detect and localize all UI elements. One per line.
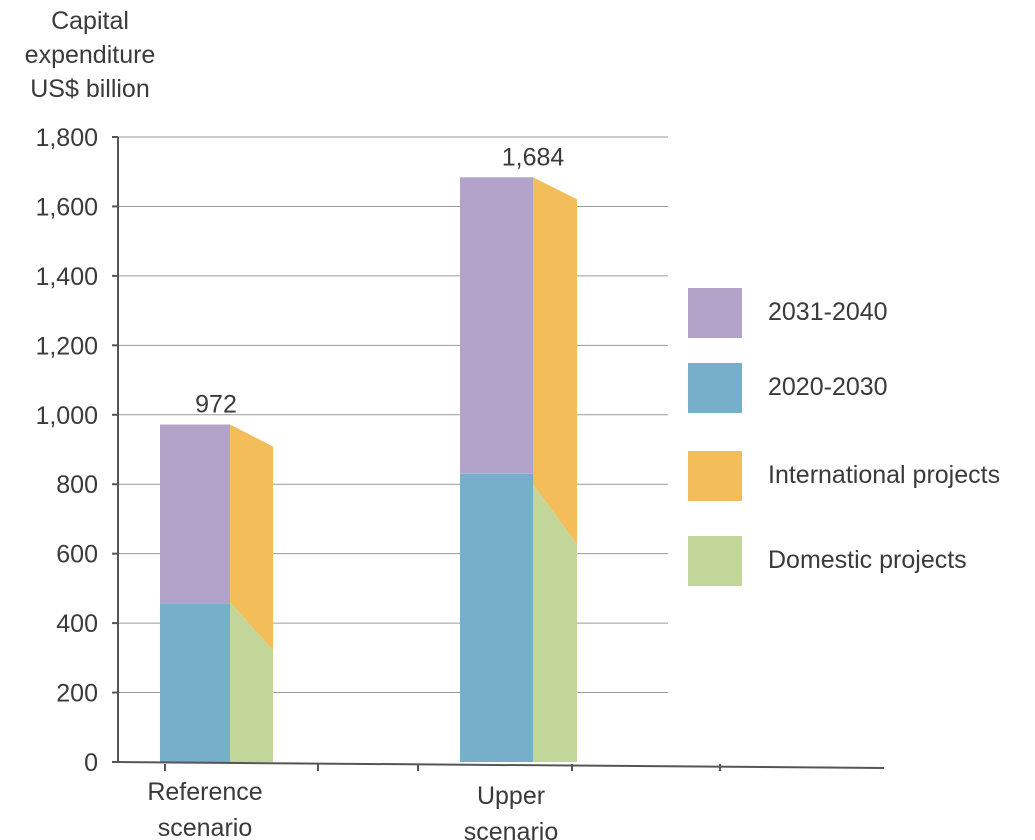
bars [160,177,577,762]
axes [112,136,885,771]
y-tick-label: 0 [84,749,98,777]
y-axis-title-line-2: expenditure [24,41,156,69]
bar-segment-2031-2040 [460,177,533,474]
bar-total-label: 972 [195,391,237,419]
y-tick-label: 400 [56,610,98,638]
legend-label-international-projects: International projects [768,461,1001,489]
bar-segment-domestic-projects [533,484,577,762]
legend-item-domestic-projects: Domestic projects [688,536,1035,586]
y-tick-label: 1,800 [35,124,98,152]
x-axis-line [117,761,885,769]
y-tick-label: 800 [56,471,98,499]
legend-label-domestic-projects: Domestic projects [768,546,967,574]
labels: 0 200 400 600 800 1,000 1,200 1,400 1,600 1,800 97… [35,124,564,840]
y-tick-label: 1,600 [35,193,98,221]
bar-segment-2031-2040 [160,424,230,605]
legend-swatch-2020-2030 [688,363,742,413]
bar-segment-international-projects [533,177,577,545]
bar-segment-domestic-projects [230,602,273,762]
legend-item-international-projects: International projects [688,451,1035,501]
y-axis-title-line-3: US$ billion [30,75,150,103]
y-tick-label: 600 [56,541,98,569]
legend-label-2020-2030: 2020-2030 [768,373,888,401]
y-tick-label: 200 [56,680,98,708]
legend-swatch-2031-2040 [688,288,742,338]
x-category-label: Upper [477,782,545,810]
legend-swatch-domestic-projects [688,536,742,586]
y-tick-label: 1,400 [35,263,98,291]
bar-segment-2020-2030 [160,604,230,762]
bar-segment-2020-2030 [460,473,533,762]
y-tick-label: 1,000 [35,402,98,430]
legend-label-2031-2040: 2031-2040 [768,298,888,326]
legend-item-2020-2030: 2020-2030 [688,363,1035,413]
legend-item-2031-2040: 2031-2040 [688,288,1035,338]
x-category-label: scenario [158,814,253,840]
x-category-label: Reference [147,778,262,806]
bar-segment-international-projects [230,424,273,651]
y-tick-label: 1,200 [35,332,98,360]
y-axis-title-line-1: Capital [51,7,129,35]
legend-swatch-international-projects [688,451,742,501]
bar-total-label: 1,684 [502,143,565,171]
x-category-label: scenario [464,818,559,840]
